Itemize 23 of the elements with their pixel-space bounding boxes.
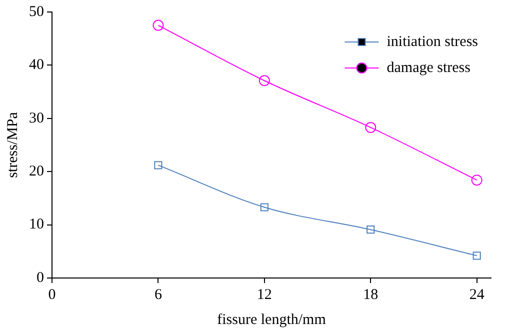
x-tick-label: 24 <box>469 286 485 303</box>
x-tick-label: 0 <box>48 286 56 303</box>
x-tick-label: 18 <box>363 286 378 303</box>
legend-label: initiation stress <box>386 34 478 50</box>
y-tick-label: 0 <box>36 270 44 286</box>
x-tick-label: 12 <box>256 286 272 303</box>
y-tick-label: 10 <box>29 216 44 233</box>
x-axis-title: fissure length/mm <box>217 312 326 328</box>
point <box>366 226 375 234</box>
y-tick-label: 40 <box>29 57 44 74</box>
y-axis-title: stress/MPa <box>4 112 21 178</box>
point <box>472 252 481 260</box>
point <box>154 161 162 170</box>
y-tick-label: 50 <box>29 4 44 20</box>
point <box>365 122 376 133</box>
point <box>258 75 270 86</box>
y-tick-label: 30 <box>29 110 44 126</box>
point <box>260 203 268 212</box>
y-tick-label: 20 <box>29 164 44 180</box>
point <box>471 174 482 186</box>
legend-label: damage stress <box>386 60 471 76</box>
x-tick-label: 6 <box>154 286 162 303</box>
point <box>152 20 164 31</box>
